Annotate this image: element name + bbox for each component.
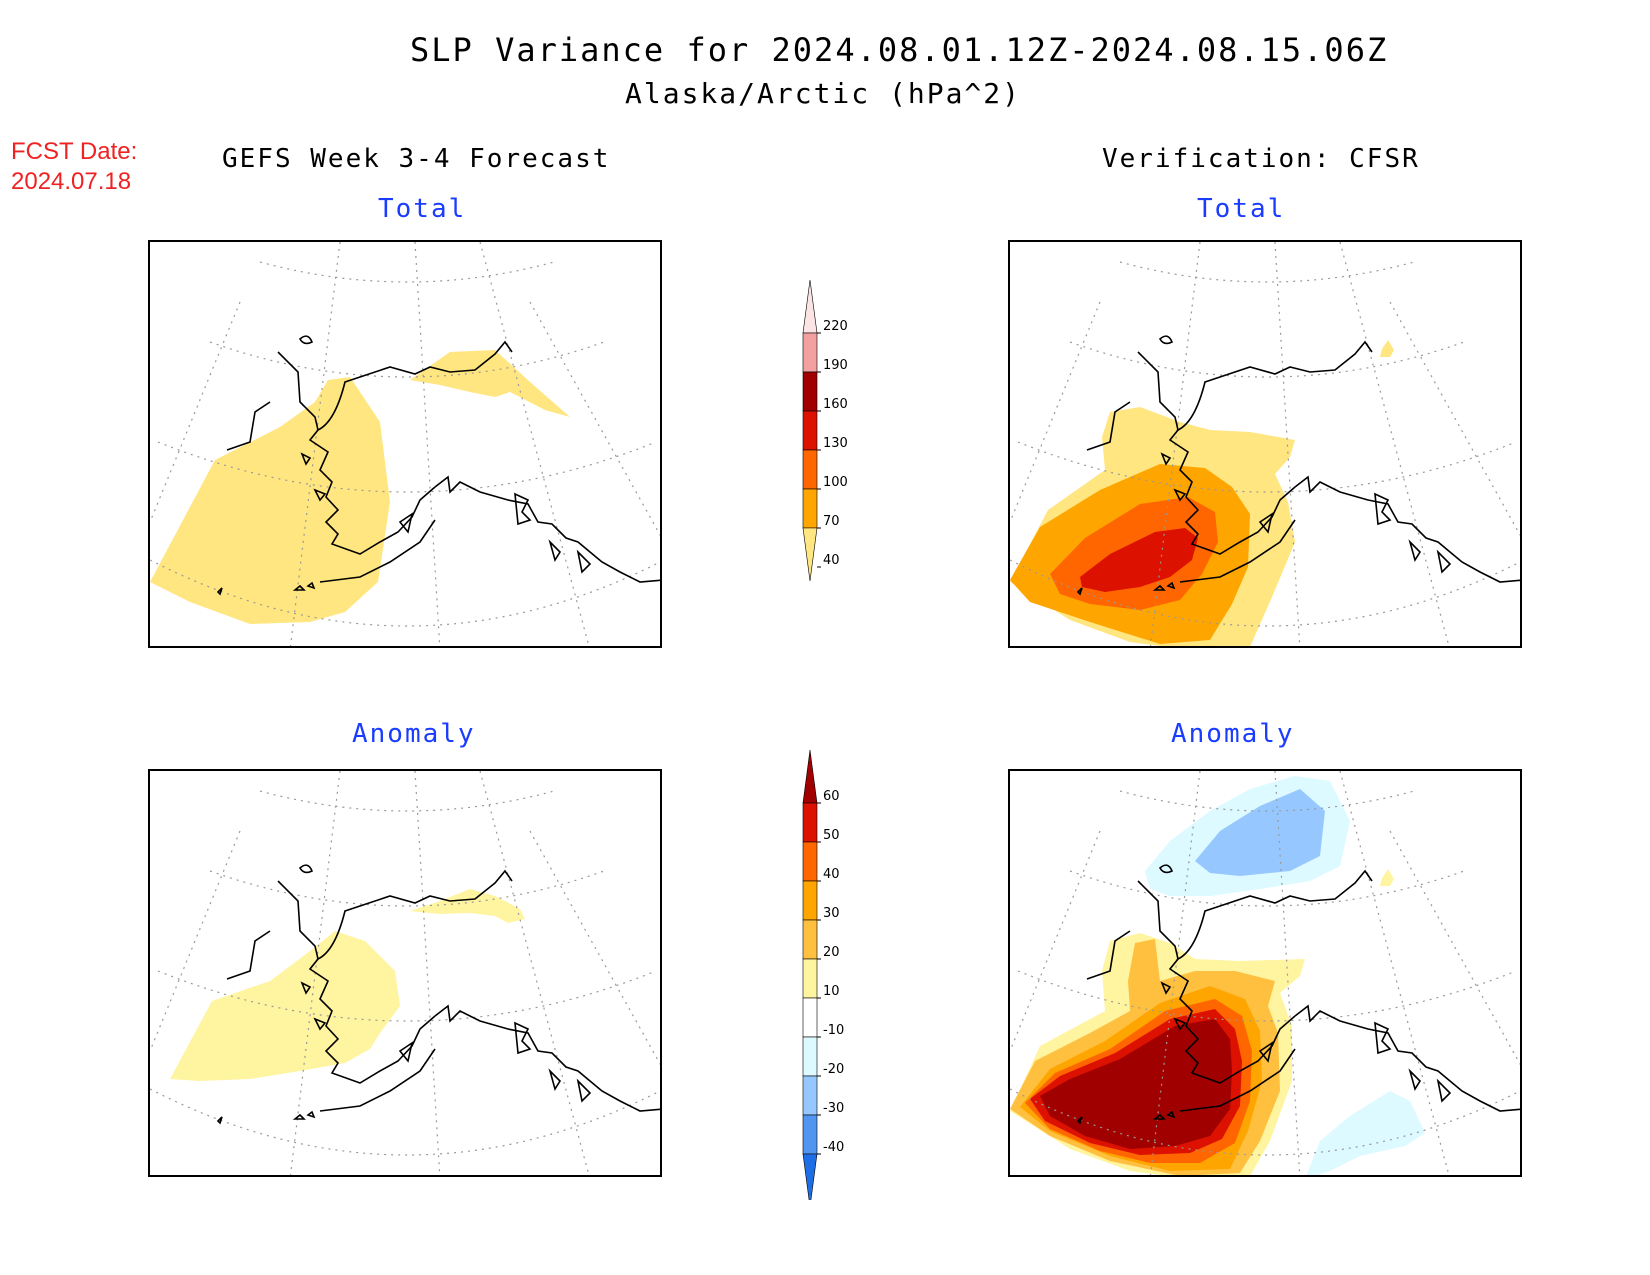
verification-anomaly-fill-60: [1040, 1019, 1232, 1149]
cbar-anom-swatch: [802, 802, 818, 843]
forecast-total-label: Total: [378, 194, 467, 224]
verification-anomaly-fill-neg10-south: [1306, 1091, 1425, 1175]
verification-anomaly-fill-10-arctic: [1380, 869, 1394, 886]
verification-total-fill-130: [1080, 528, 1198, 592]
cbar-total-label: 220: [823, 319, 848, 334]
cbar-anom-swatch: [802, 749, 818, 804]
map-title: SLP Variance for 2024.08.01.12Z-2024.08.…: [410, 31, 1389, 69]
verification-total-map: [1008, 240, 1522, 648]
forecast-total-map: [148, 240, 662, 648]
cbar-total-swatch: [802, 332, 818, 373]
total-colorbar: 220 190 160 130 100 70 40: [795, 279, 855, 610]
forecast-total-fill-40: [150, 377, 390, 624]
cbar-total-swatch: [802, 449, 818, 490]
forecast-total-fill-40-arctic: [410, 350, 570, 417]
verification-total-label: Total: [1197, 194, 1286, 224]
cbar-anom-label: 50: [823, 828, 840, 843]
forecast-anomaly-fill-10: [170, 931, 400, 1081]
verification-column-title: Verification: CFSR: [1102, 144, 1420, 174]
cbar-anom-swatch: [802, 1153, 818, 1208]
cbar-anom-label: 60: [823, 789, 840, 804]
cbar-total-label: 130: [823, 436, 848, 451]
cbar-total-label: 40: [823, 553, 840, 568]
cbar-total-label: 190: [823, 358, 848, 373]
cbar-anom-label: -30: [823, 1101, 844, 1116]
cbar-total-swatch: [802, 371, 818, 412]
cbar-anom-label: 40: [823, 867, 840, 882]
verification-total-fill-40-arctic: [1380, 340, 1394, 357]
cbar-total-label: 100: [823, 475, 848, 490]
verification-anomaly-label: Anomaly: [1171, 719, 1295, 749]
cbar-anom-swatch: [802, 1075, 818, 1116]
cbar-total-label: 70: [823, 514, 840, 529]
cbar-anom-swatch: [802, 958, 818, 999]
verification-anomaly-map: [1008, 769, 1522, 1177]
cbar-anom-label: -40: [823, 1140, 844, 1155]
fcst-date-label: FCST Date:: [11, 138, 138, 165]
map-subtitle: Alaska/Arctic (hPa^2): [625, 77, 1022, 110]
cbar-anom-label: 20: [823, 945, 840, 960]
cbar-total-swatch: [802, 410, 818, 451]
forecast-anomaly-map: [148, 769, 662, 1177]
cbar-anom-swatch: [802, 919, 818, 960]
fcst-date-value: 2024.07.18: [11, 168, 132, 195]
cbar-anom-label: 30: [823, 906, 840, 921]
verification-anomaly-fill-neg20: [1195, 789, 1325, 876]
forecast-anomaly-label: Anomaly: [352, 719, 476, 749]
cbar-anom-swatch: [802, 997, 818, 1038]
anomaly-colorbar: 60 50 40 30 20 10 -10 -20 -30 -40: [795, 749, 855, 1208]
cbar-anom-swatch: [802, 841, 818, 882]
cbar-anom-swatch: [802, 1036, 818, 1077]
forecast-anomaly-fill-10-arctic: [410, 889, 525, 923]
cbar-anom-label: 10: [823, 984, 840, 999]
cbar-anom-swatch: [802, 880, 818, 921]
cbar-total-swatch: [802, 279, 818, 334]
cbar-total-label: 160: [823, 397, 848, 412]
forecast-column-title: GEFS Week 3-4 Forecast: [222, 144, 611, 174]
cbar-anom-label: -10: [823, 1023, 844, 1038]
cbar-anom-label: -20: [823, 1062, 844, 1077]
cbar-anom-swatch: [802, 1114, 818, 1155]
cbar-total-swatch: [802, 488, 818, 529]
cbar-total-swatch: [802, 527, 818, 582]
